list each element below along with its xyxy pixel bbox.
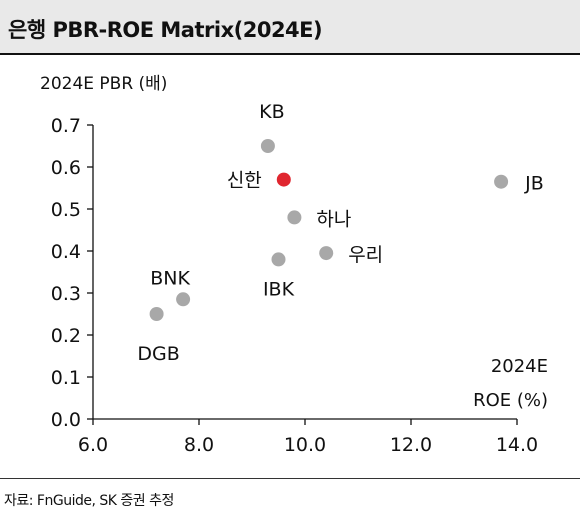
y-tick-label: 0.3 — [51, 283, 81, 305]
y-tick-label: 0.2 — [51, 325, 81, 347]
x-tick-label: 10.0 — [284, 434, 326, 456]
data-point-하나 — [287, 210, 302, 225]
y-tick-label: 0.6 — [51, 157, 81, 179]
x-tick-label: 6.0 — [78, 434, 108, 456]
y-tick-label: 0.5 — [51, 199, 81, 221]
y-tick-label: 0.7 — [51, 115, 81, 137]
data-point-dgb — [149, 307, 164, 321]
scatter-chart: 0.0 0.1 0.2 0.3 0.4 0.5 0.6 0.7 6.0 8.0 10.0 12.0 14… — [40, 74, 548, 456]
y-tick-label: 0.4 — [51, 241, 81, 263]
point-label: 하나 — [316, 208, 351, 230]
data-point-우리 — [319, 246, 334, 261]
x-tick-label: 14.0 — [496, 434, 538, 456]
source-note: 자료: FnGuide, SK 증권 추정 — [4, 493, 174, 509]
data-point-kb — [260, 139, 275, 153]
data-point-bnk — [176, 292, 191, 307]
x-tick-label: 12.0 — [390, 434, 432, 456]
point-label: IBK — [263, 278, 295, 300]
y-tick-label: 0.0 — [51, 409, 81, 431]
point-label: JB — [524, 173, 544, 195]
data-point-jb — [494, 174, 509, 189]
point-label: BNK — [150, 267, 190, 289]
axes: 0.0 0.1 0.2 0.3 0.4 0.5 0.6 0.7 6.0 8.0 10.0 12.0 14… — [51, 115, 538, 456]
y-axis-label: 2024E PBR (배) — [40, 74, 167, 94]
point-label: 우리 — [348, 244, 383, 266]
point-label: DGB — [137, 343, 179, 365]
data-point-ibk — [271, 252, 286, 267]
data-point-신한 — [276, 172, 291, 187]
point-label: KB — [259, 101, 285, 123]
title-bar: 은행 PBR-ROE Matrix(2024E) — [0, 0, 580, 55]
x-axis-label-line2: ROE (%) — [473, 390, 548, 411]
x-axis-label-line1: 2024E — [491, 356, 548, 377]
source-divider — [0, 478, 580, 479]
x-tick-label: 8.0 — [184, 434, 214, 456]
point-label: 신한 — [227, 170, 262, 192]
y-tick-label: 0.1 — [51, 367, 81, 389]
data-points — [149, 139, 509, 321]
chart-title: 은행 PBR-ROE Matrix(2024E) — [8, 18, 323, 42]
